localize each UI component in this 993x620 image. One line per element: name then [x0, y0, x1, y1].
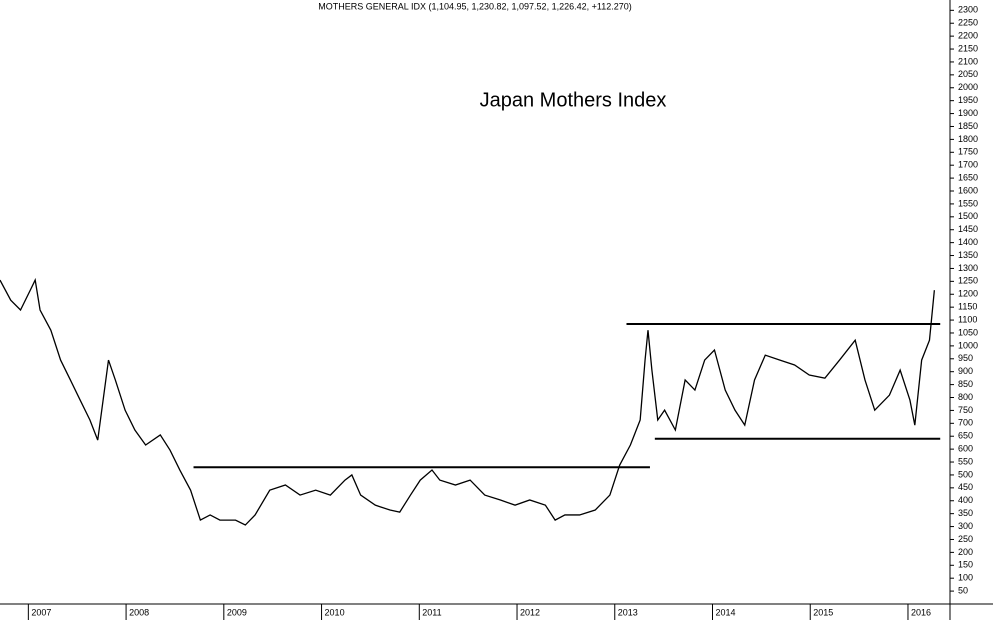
- y-tick-label: 600: [958, 444, 973, 454]
- x-tick-label: 2010: [325, 607, 345, 617]
- y-tick-label: 200: [958, 547, 973, 557]
- x-tick-label: 2008: [129, 607, 149, 617]
- y-tick-label: 900: [958, 366, 973, 376]
- y-tick-label: 2100: [958, 56, 978, 66]
- y-tick-label: 700: [958, 418, 973, 428]
- y-tick-label: 850: [958, 379, 973, 389]
- y-tick-label: 1000: [958, 340, 978, 350]
- y-tick-label: 1950: [958, 95, 978, 105]
- y-tick-label: 2300: [958, 5, 978, 15]
- y-tick-label: 650: [958, 431, 973, 441]
- y-tick-label: 2050: [958, 69, 978, 79]
- y-tick-label: 1100: [958, 314, 977, 324]
- y-tick-label: 2250: [958, 18, 978, 28]
- y-tick-label: 750: [958, 405, 973, 415]
- y-tick-label: 250: [958, 534, 973, 544]
- x-tick-label: 2009: [227, 607, 247, 617]
- y-tick-label: 950: [958, 353, 973, 363]
- chart-subtitle: MOTHERS GENERAL IDX (1,104.95, 1,230.82,…: [318, 1, 631, 11]
- x-tick-label: 2016: [911, 607, 931, 617]
- y-tick-label: 550: [958, 456, 973, 466]
- y-tick-label: 1350: [958, 250, 978, 260]
- y-tick-label: 450: [958, 482, 973, 492]
- y-tick-label: 1150: [958, 302, 977, 312]
- y-tick-label: 1600: [958, 185, 978, 195]
- x-tick-label: 2015: [813, 607, 833, 617]
- x-tick-label: 2014: [716, 607, 736, 617]
- y-tick-label: 2200: [958, 31, 978, 41]
- y-tick-label: 1050: [958, 327, 978, 337]
- y-tick-label: 400: [958, 495, 973, 505]
- x-tick-label: 2011: [422, 607, 441, 617]
- y-tick-label: 1250: [958, 276, 978, 286]
- y-tick-label: 1800: [958, 134, 978, 144]
- y-tick-label: 1750: [958, 147, 978, 157]
- y-tick-label: 100: [958, 573, 973, 583]
- y-tick-label: 2150: [958, 43, 978, 53]
- y-tick-label: 2000: [958, 82, 978, 92]
- y-tick-label: 1300: [958, 263, 978, 273]
- y-tick-label: 350: [958, 508, 973, 518]
- chart-title: Japan Mothers Index: [480, 89, 667, 111]
- y-tick-label: 1850: [958, 121, 978, 131]
- y-tick-label: 1700: [958, 160, 978, 170]
- x-tick-label: 2012: [520, 607, 540, 617]
- y-tick-label: 1450: [958, 224, 978, 234]
- y-tick-label: 150: [958, 560, 973, 570]
- y-tick-label: 1650: [958, 172, 978, 182]
- y-tick-label: 800: [958, 392, 973, 402]
- y-tick-label: 300: [958, 521, 973, 531]
- y-tick-label: 1400: [958, 237, 978, 247]
- y-tick-label: 1500: [958, 211, 978, 221]
- price-line: [0, 277, 936, 526]
- y-tick-label: 500: [958, 469, 973, 479]
- x-tick-label: 2013: [618, 607, 638, 617]
- y-tick-label: 50: [958, 585, 968, 595]
- x-tick-label: 2007: [31, 607, 51, 617]
- y-tick-label: 1550: [958, 198, 978, 208]
- y-tick-label: 1900: [958, 108, 978, 118]
- y-tick-label: 1200: [958, 289, 978, 299]
